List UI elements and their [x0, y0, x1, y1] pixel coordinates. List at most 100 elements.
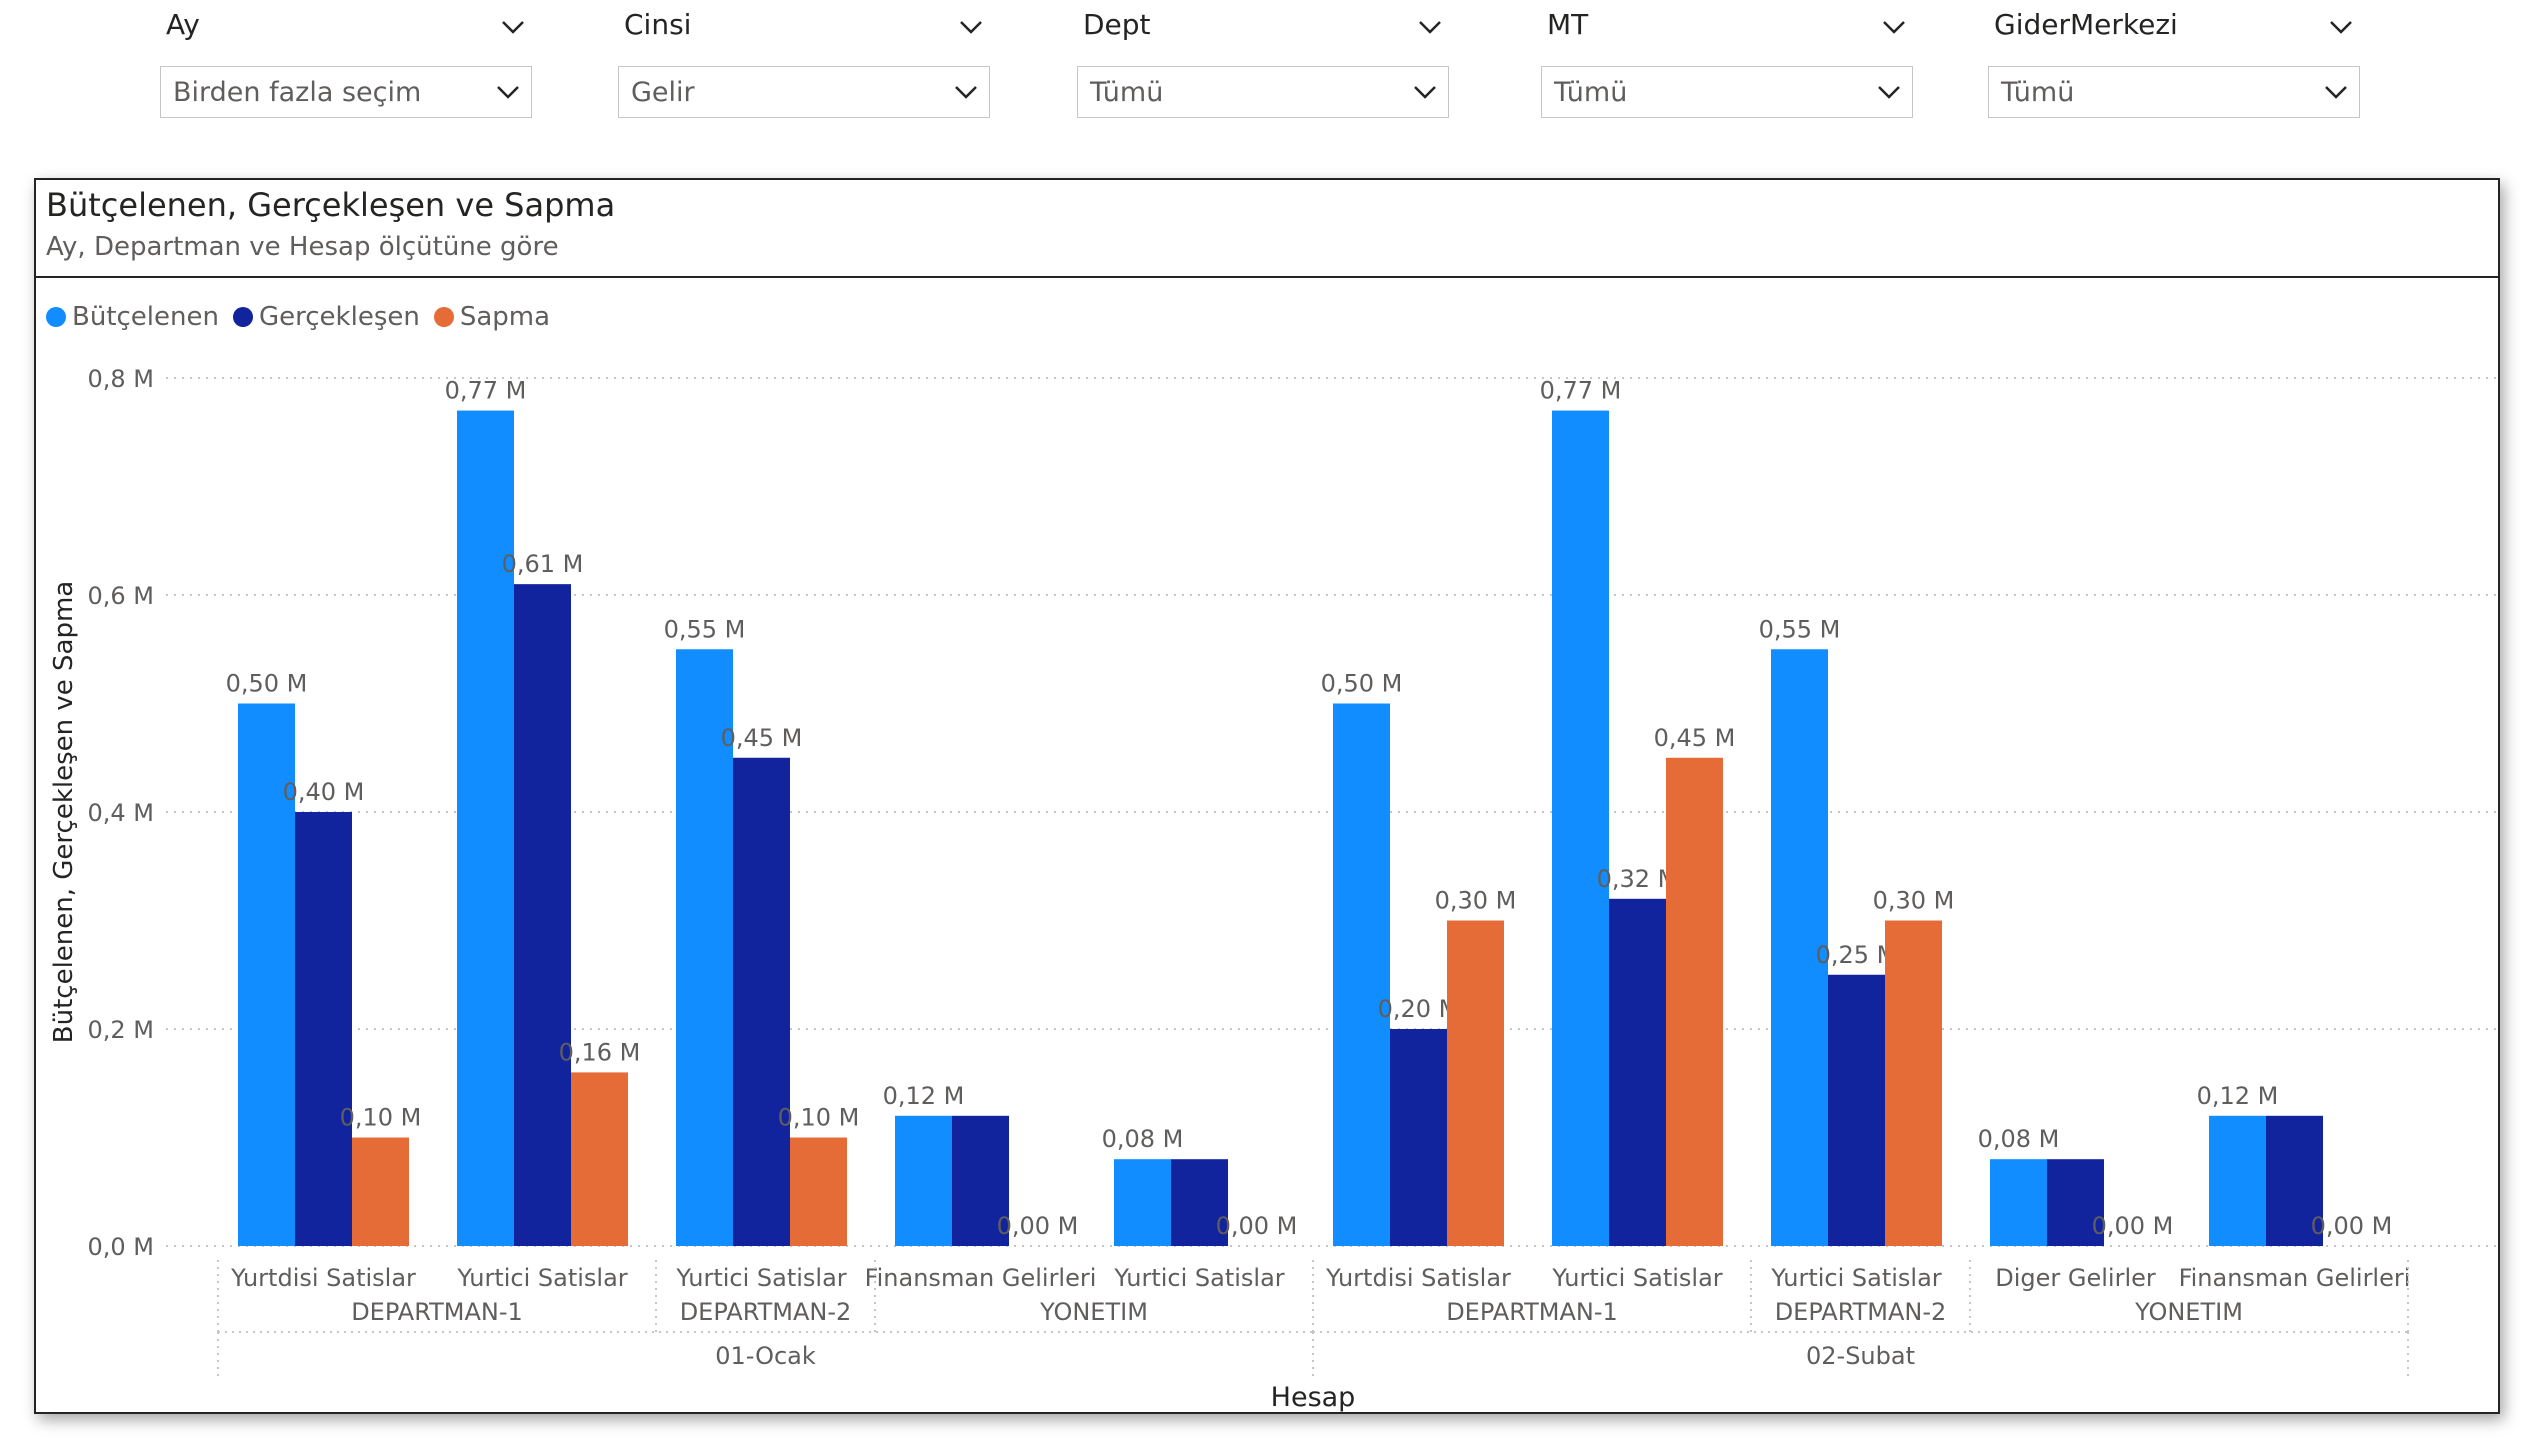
- bar-Gerçekleşen: [2266, 1115, 2323, 1246]
- legend-dot-icon: [46, 307, 66, 327]
- chevron-down-icon[interactable]: [2328, 14, 2354, 40]
- slicer-mt: MT Tümü: [1541, 8, 1921, 123]
- data-label: 0,32 M: [1597, 865, 1679, 893]
- bar-Sapma: [790, 1137, 847, 1246]
- bar-Sapma: [1666, 757, 1723, 1246]
- bar-Bütçelenen: [2209, 1115, 2266, 1246]
- slicer-gidermerkezi: GiderMerkezi Tümü: [1988, 8, 2368, 123]
- bar-Gerçekleşen: [733, 757, 790, 1246]
- chevron-down-icon[interactable]: [1417, 14, 1443, 40]
- x-tick-label: Yurtdisi Satislar: [230, 1264, 416, 1292]
- bar-Bütçelenen: [238, 703, 295, 1246]
- divider: [36, 276, 2498, 278]
- chart-plot: 0,0 M 0,2 M 0,4 M 0,6 M 0,8 M Bütçelenen, Ger…: [49, 365, 2496, 1412]
- legend-label: Sapma: [459, 302, 551, 332]
- y-tick-label: 0,4 M: [87, 799, 154, 827]
- data-label: 0,12 M: [2197, 1082, 2279, 1110]
- data-label: 0,00 M: [997, 1212, 1079, 1240]
- data-label: 0,77 M: [445, 377, 527, 405]
- data-label: 0,10 M: [778, 1104, 860, 1132]
- x-tick-label: Finansman Gelirleri: [2179, 1264, 2411, 1292]
- bar-Gerçekleşen: [1390, 1029, 1447, 1246]
- slicer-dropdown[interactable]: Tümü: [1077, 66, 1449, 118]
- slicer-cinsi: Cinsi Gelir: [618, 8, 998, 123]
- data-label: 0,25 M: [1816, 941, 1898, 969]
- data-label: 0,10 M: [340, 1104, 422, 1132]
- bar-Gerçekleşen: [295, 812, 352, 1246]
- chevron-down-icon[interactable]: [958, 14, 984, 40]
- legend-dot-icon: [232, 307, 253, 327]
- slicer-dept: Dept Tümü: [1077, 8, 1457, 123]
- chart-title: Bütçelenen, Gerçekleşen ve Sapma: [46, 186, 616, 224]
- bar-Gerçekleşen: [514, 584, 571, 1246]
- legend-item-gerceklesen[interactable]: Gerçekleşen: [232, 302, 420, 332]
- x-dept-label: YONETIM: [2134, 1298, 2243, 1326]
- slicer-dropdown[interactable]: Tümü: [1541, 66, 1913, 118]
- x-tick-label: Yurtici Satislar: [1770, 1264, 1941, 1292]
- bar-Bütçelenen: [457, 410, 514, 1246]
- slicer-title: Cinsi: [624, 8, 692, 41]
- chart-legend: Bütçelenen Gerçekleşen Sapma: [46, 302, 550, 332]
- legend-dot-icon: [433, 307, 454, 327]
- x-axis-title: Hesap: [1271, 1382, 1356, 1412]
- chevron-down-icon: [497, 86, 519, 99]
- slicer-dropdown[interactable]: Birden fazla seçim: [160, 66, 532, 118]
- data-label: 0,00 M: [2092, 1212, 2174, 1240]
- slicer-value: Tümü: [1554, 77, 1628, 108]
- slicer-ay: Ay Birden fazla seçim: [160, 8, 540, 123]
- y-tick-label: 0,0 M: [87, 1233, 154, 1261]
- data-label: 0,12 M: [883, 1082, 965, 1110]
- slicer-title: Dept: [1083, 8, 1151, 41]
- y-tick-label: 0,8 M: [87, 365, 154, 393]
- bar-Bütçelenen: [676, 649, 733, 1246]
- slicer-value: Tümü: [2001, 77, 2075, 108]
- slicer-value: Tümü: [1090, 77, 1164, 108]
- data-label: 0,08 M: [1102, 1125, 1184, 1153]
- bar-Bütçelenen: [1552, 410, 1609, 1246]
- bar-Sapma: [571, 1072, 628, 1246]
- x-tick-label: Yurtici Satislar: [1551, 1264, 1722, 1292]
- chevron-down-icon: [1414, 86, 1436, 99]
- data-label: 0,00 M: [2311, 1212, 2393, 1240]
- data-label: 0,20 M: [1378, 995, 1460, 1023]
- x-dept-label: DEPARTMAN-1: [1446, 1298, 1618, 1326]
- chart-subtitle: Ay, Departman ve Hesap ölçütüne göre: [46, 232, 559, 262]
- data-label: 0,45 M: [1654, 724, 1736, 752]
- bar-Gerçekleşen: [1828, 974, 1885, 1246]
- slicer-value: Birden fazla seçim: [173, 77, 422, 108]
- slicer-title: Ay: [166, 8, 200, 41]
- data-label: 0,77 M: [1540, 377, 1622, 405]
- bar-Gerçekleşen: [1609, 898, 1666, 1246]
- legend-label: Bütçelenen: [72, 302, 219, 332]
- data-label: 0,30 M: [1435, 887, 1517, 915]
- x-dept-label: YONETIM: [1039, 1298, 1148, 1326]
- slicer-dropdown[interactable]: Gelir: [618, 66, 990, 118]
- bar-Sapma: [352, 1137, 409, 1246]
- x-tick-label: Yurtici Satislar: [675, 1264, 846, 1292]
- y-tick-label: 0,6 M: [87, 582, 154, 610]
- data-label: 0,30 M: [1873, 887, 1955, 915]
- bar-Bütçelenen: [1771, 649, 1828, 1246]
- slicer-title: MT: [1547, 8, 1589, 41]
- chevron-down-icon[interactable]: [1881, 14, 1907, 40]
- data-label: 0,00 M: [1216, 1212, 1298, 1240]
- x-month-label: 02-Subat: [1806, 1342, 1915, 1370]
- legend-item-butcelenen[interactable]: Bütçelenen: [46, 302, 219, 332]
- x-tick-label: Yurtici Satislar: [456, 1264, 627, 1292]
- data-label: 0,61 M: [502, 550, 584, 578]
- bar-Bütçelenen: [1114, 1159, 1171, 1246]
- bar-Gerçekleşen: [2047, 1159, 2104, 1246]
- chevron-down-icon[interactable]: [500, 14, 526, 40]
- x-tick-label: Diger Gelirler: [1995, 1264, 2156, 1292]
- chart-visual[interactable]: Bütçelenen, Gerçekleşen ve Sapma Ay, Dep…: [34, 178, 2500, 1414]
- slicer-title: GiderMerkezi: [1994, 8, 2178, 41]
- legend-item-sapma[interactable]: Sapma: [433, 302, 551, 332]
- data-label: 0,16 M: [559, 1038, 641, 1066]
- data-label: 0,08 M: [1978, 1125, 2060, 1153]
- y-tick-label: 0,2 M: [87, 1016, 154, 1044]
- data-label: 0,55 M: [664, 615, 746, 643]
- chevron-down-icon: [1878, 86, 1900, 99]
- bar-Gerçekleşen: [1171, 1159, 1228, 1246]
- slicer-dropdown[interactable]: Tümü: [1988, 66, 2360, 118]
- data-label: 0,50 M: [226, 670, 308, 698]
